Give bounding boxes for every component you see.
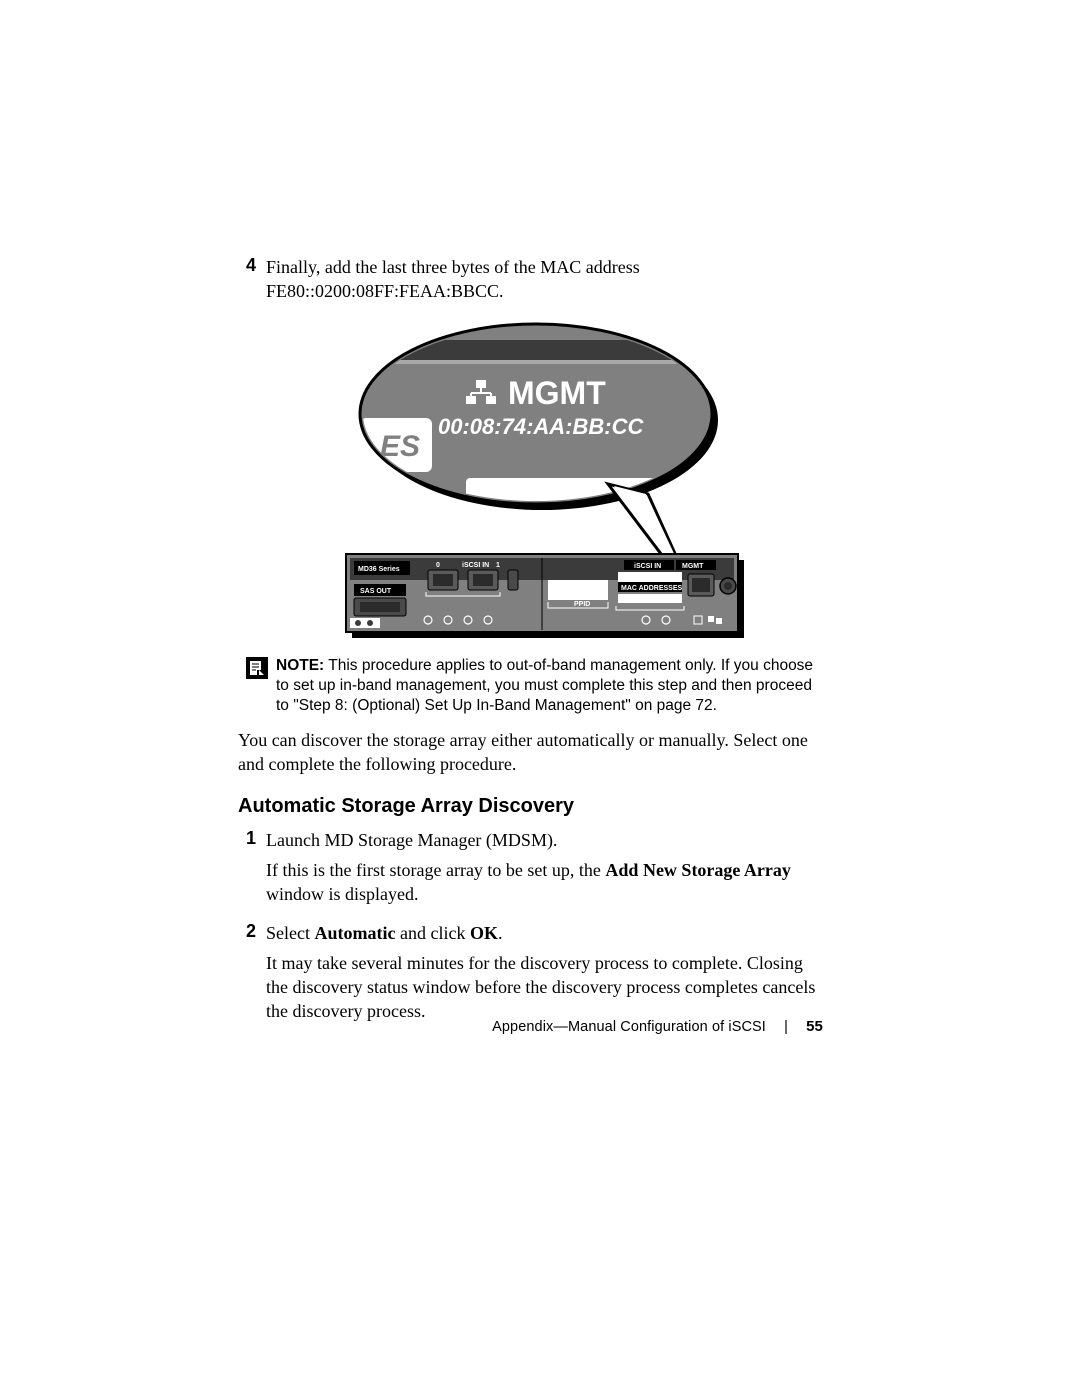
section-heading-auto-discovery: Automatic Storage Array Discovery (238, 795, 823, 818)
note-label: NOTE: (276, 657, 324, 674)
device-series-label: MD36 Series (358, 566, 400, 573)
svg-text:iSCSI IN: iSCSI IN (634, 563, 661, 570)
footer-divider: | (784, 1019, 788, 1035)
iscsi-in-label: iSCSI IN (462, 562, 489, 569)
note-icon (246, 657, 268, 679)
step-4: 4 Finally, add the last three bytes of t… (238, 255, 823, 304)
step-2: 2 Select Automatic and click OK. It may … (238, 921, 823, 1030)
note-body: This procedure applies to out-of-band ma… (276, 657, 813, 714)
step-2-number: 2 (238, 921, 266, 942)
device-illustration: ES MGMT 00:08:74:AA:BB:CC (316, 322, 746, 642)
mac-addresses-small-label: MAC ADDRESSES (621, 585, 683, 592)
discover-paragraph: You can discover the storage array eithe… (238, 728, 823, 777)
step-2-body: Select Automatic and click OK. It may ta… (266, 921, 823, 1030)
note-text: NOTE: This procedure applies to out-of-b… (276, 656, 823, 716)
page-content: 4 Finally, add the last three bytes of t… (238, 255, 823, 1038)
step-4-text: Finally, add the last three bytes of the… (266, 255, 823, 304)
ppid-label: PPID (574, 601, 590, 608)
svg-text:MGMT: MGMT (682, 563, 704, 570)
note-block: NOTE: This procedure applies to out-of-b… (238, 656, 823, 716)
mgmt-label: MGMT (508, 375, 606, 411)
step-1-body: Launch MD Storage Manager (MDSM). If thi… (266, 828, 823, 913)
sas-out-label: SAS OUT (360, 588, 392, 595)
step-4-number: 4 (238, 255, 266, 276)
step-2-line1: Select Automatic and click OK. (266, 921, 823, 945)
step-1-line2: If this is the first storage array to be… (266, 858, 823, 907)
step-1-number: 1 (238, 828, 266, 849)
step-2-line2: It may take several minutes for the disc… (266, 951, 823, 1024)
step-1-line1: Launch MD Storage Manager (MDSM). (266, 828, 823, 852)
page-number: 55 (806, 1018, 823, 1035)
step-1: 1 Launch MD Storage Manager (MDSM). If t… (238, 828, 823, 913)
page-footer: Appendix—Manual Configuration of iSCSI |… (238, 1018, 823, 1035)
svg-text:1: 1 (496, 562, 500, 569)
svg-text:0: 0 (436, 562, 440, 569)
footer-text: Appendix—Manual Configuration of iSCSI (492, 1019, 766, 1035)
device-rear-panel: MD36 Series iSCSI IN 0 1 SAS OUT (346, 554, 744, 638)
mac-address-label: 00:08:74:AA:BB:CC (438, 414, 644, 439)
mgmt-port-figure: ES MGMT 00:08:74:AA:BB:CC (238, 322, 823, 642)
